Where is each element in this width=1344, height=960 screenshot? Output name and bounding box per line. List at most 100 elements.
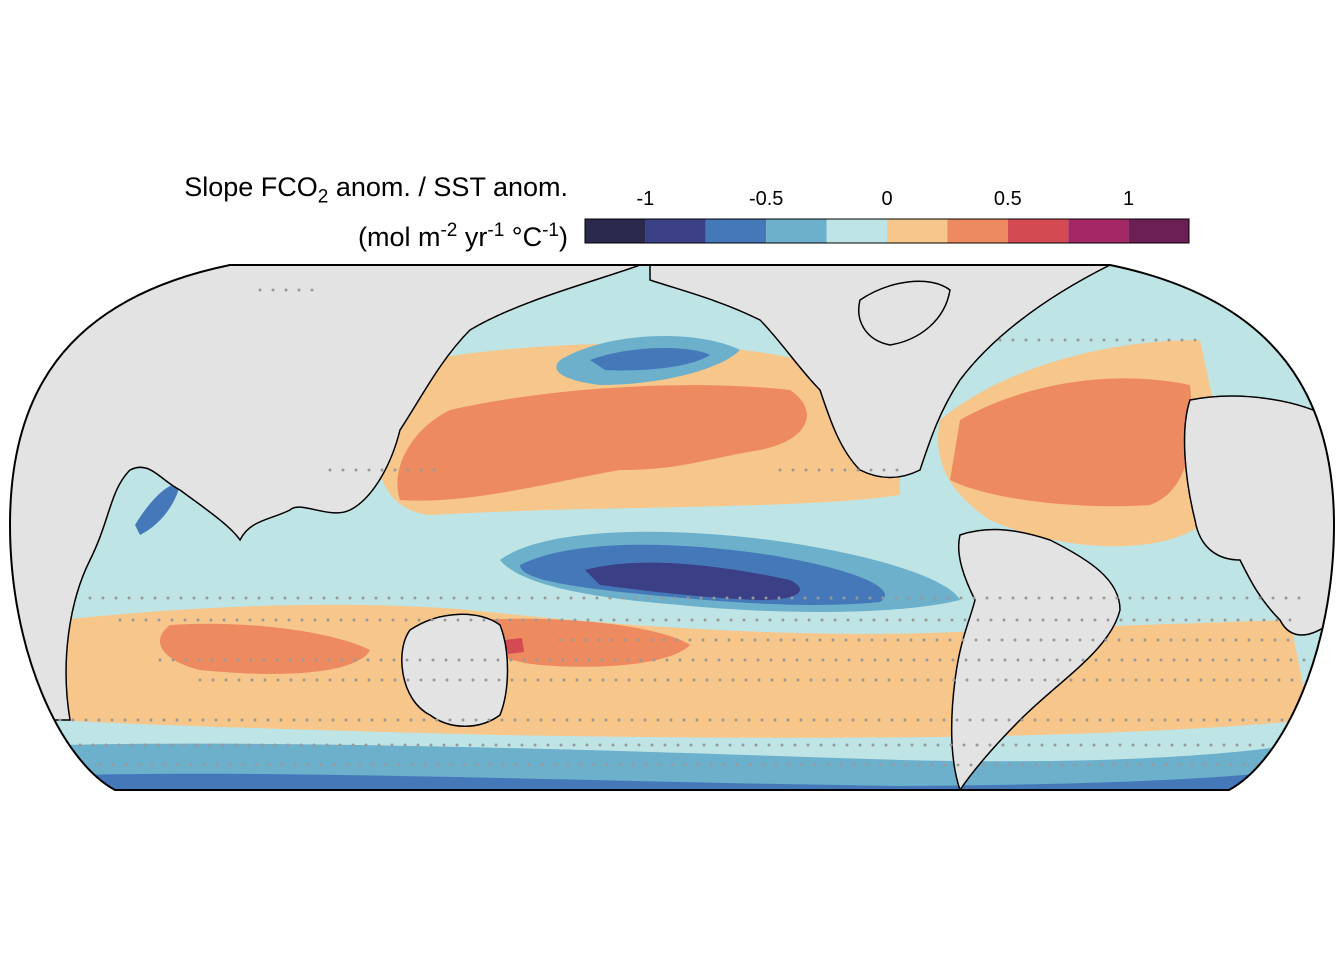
stipple-dot xyxy=(959,596,963,600)
stipple-dot xyxy=(274,618,278,622)
stipple-dot xyxy=(552,718,556,722)
stipple-dot xyxy=(656,718,660,722)
stipple-dot xyxy=(549,678,553,682)
stipple-dot xyxy=(432,678,436,682)
stipple-dot xyxy=(1219,596,1223,600)
stipple-dot xyxy=(393,678,397,682)
stipple-dot xyxy=(400,596,404,600)
stipple-dot xyxy=(792,638,796,642)
stipple-dot xyxy=(131,618,135,622)
stipple-dot xyxy=(756,658,760,662)
stipple-dot xyxy=(608,596,612,600)
stipple-dot xyxy=(534,618,538,622)
stipple-dot xyxy=(326,618,330,622)
stipple-dot xyxy=(1228,718,1232,722)
north-pacific-blue-patch xyxy=(590,348,710,371)
stipple-dot xyxy=(310,288,314,292)
stipple-dot xyxy=(253,718,257,722)
stipple-dot xyxy=(1224,658,1228,662)
stipple-dot xyxy=(1119,618,1123,622)
stipple-dot xyxy=(378,618,382,622)
stipple-dot xyxy=(1063,338,1067,342)
stipple-dot xyxy=(222,618,226,622)
stipple-dot xyxy=(410,763,414,767)
stipple-dot xyxy=(357,718,361,722)
stipple-dot xyxy=(491,596,495,600)
stipple-dot xyxy=(507,743,511,747)
stipple-dot xyxy=(104,743,108,747)
stipple-dot xyxy=(293,763,297,767)
stipple-dot xyxy=(392,658,396,662)
stipple-dot xyxy=(377,743,381,747)
stipple-dot xyxy=(548,658,552,662)
stipple-dot xyxy=(335,596,339,600)
stipple-dot xyxy=(192,596,196,600)
stipple-dot xyxy=(696,763,700,767)
stipple-dot xyxy=(1248,743,1252,747)
stipple-dot xyxy=(741,743,745,747)
stipple-dot xyxy=(1004,678,1008,682)
stipple-dot xyxy=(702,743,706,747)
stipple-dot xyxy=(1001,743,1005,747)
stipple-dot xyxy=(912,658,916,662)
stipple-dot xyxy=(649,638,653,642)
stipple-dot xyxy=(283,596,287,600)
stipple-dot xyxy=(114,596,118,600)
stipple-dot xyxy=(718,678,722,682)
stipple-dot xyxy=(1033,718,1037,722)
stipple-dot xyxy=(1053,743,1057,747)
stipple-dot xyxy=(468,743,472,747)
stipple-dot xyxy=(514,763,518,767)
stipple-dot xyxy=(705,678,709,682)
stipple-dot xyxy=(1055,658,1059,662)
stipple-dot xyxy=(950,618,954,622)
stipple-dot xyxy=(904,763,908,767)
stipple-dot xyxy=(210,658,214,662)
stipple-dot xyxy=(313,618,317,622)
stipple-dot xyxy=(189,763,193,767)
stipple-dot xyxy=(819,743,823,747)
stipple-dot xyxy=(396,718,400,722)
stipple-dot xyxy=(994,718,998,722)
stipple-dot xyxy=(899,658,903,662)
stipple-dot xyxy=(1105,743,1109,747)
stipple-dot xyxy=(211,678,215,682)
stipple-dot xyxy=(585,743,589,747)
stipple-dot xyxy=(461,718,465,722)
stipple-dot xyxy=(1225,678,1229,682)
stipple-dot xyxy=(1209,743,1213,747)
stipple-dot xyxy=(530,596,534,600)
stipple-dot xyxy=(273,743,277,747)
stipple-dot xyxy=(1222,743,1226,747)
stipple-dot xyxy=(582,596,586,600)
stipple-dot xyxy=(1150,718,1154,722)
land xyxy=(10,265,1334,790)
stipple-dot xyxy=(838,718,842,722)
stipple-dot xyxy=(965,678,969,682)
stipple-dot xyxy=(1050,596,1054,600)
stipple-dot xyxy=(599,618,603,622)
stipple-dot xyxy=(886,658,890,662)
stipple-dot xyxy=(1159,658,1163,662)
stipple-dot xyxy=(783,678,787,682)
stipple-dot xyxy=(1059,718,1063,722)
stipple-dot xyxy=(678,658,682,662)
stipple-dot xyxy=(205,596,209,600)
stipple-dot xyxy=(1052,638,1056,642)
stipple-dot xyxy=(289,678,293,682)
colorbar-tick-label: -1 xyxy=(637,188,655,210)
stipple-dot xyxy=(340,658,344,662)
stipple-dot xyxy=(600,658,604,662)
stipple-dot xyxy=(1186,678,1190,682)
stipple-dot xyxy=(495,618,499,622)
stipple-dot xyxy=(734,718,738,722)
stipple-dot xyxy=(760,718,764,722)
legend-title-line2: (mol m-2 yr-1 °C-1) xyxy=(357,220,568,252)
stipple-dot xyxy=(84,718,88,722)
stipple-dot xyxy=(682,718,686,722)
stipple-dot xyxy=(101,596,105,600)
stipple-dot xyxy=(1215,718,1219,722)
stipple-dot xyxy=(636,638,640,642)
stipple-dot xyxy=(660,596,664,600)
stipple-dot xyxy=(1203,763,1207,767)
